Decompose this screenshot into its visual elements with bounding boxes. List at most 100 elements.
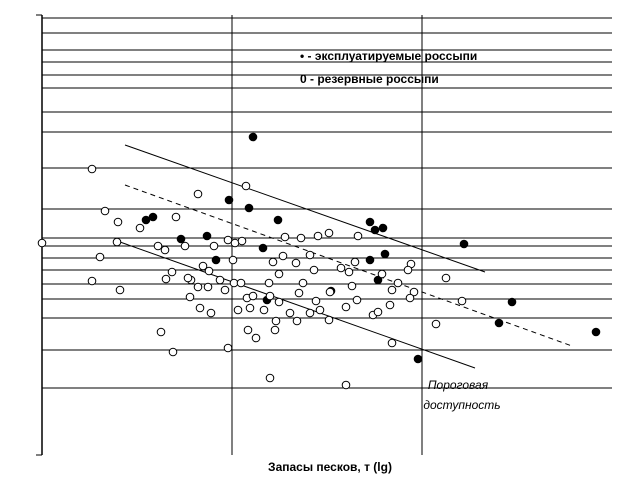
data-point [413,354,423,364]
data-point [268,257,278,267]
data-point [313,231,323,241]
data-point [258,243,268,253]
legend-entry: • - эксплуатируемые россыпи [300,49,477,63]
data-point [292,316,302,326]
data-point [305,308,315,318]
data-point [341,380,351,390]
data-point [37,238,47,248]
data-point [385,300,395,310]
data-point [280,232,290,242]
data-point [350,257,360,267]
data-point [274,269,284,279]
data-point [380,249,390,259]
data-point [211,255,221,265]
data-point [341,302,351,312]
data-point [202,231,212,241]
data-point [100,206,110,216]
data-point [203,282,213,292]
data-point [193,282,203,292]
data-point [387,285,397,295]
data-point [229,278,239,288]
data-point [494,318,504,328]
data-point [259,305,269,315]
data-point [112,237,122,247]
data-point [274,297,284,307]
data-point [148,212,158,222]
data-point [294,288,304,298]
data-point [160,245,170,255]
data-point [409,287,419,297]
data-point [204,266,214,276]
data-point [113,217,123,227]
data-point [387,338,397,348]
data-point [153,241,163,251]
data-point [265,373,275,383]
trend-line [124,184,573,347]
data-point [183,273,193,283]
data-point [87,276,97,286]
data-point [459,239,469,249]
data-point [224,195,234,205]
data-point [591,327,601,337]
data-point [353,231,363,241]
data-point [378,223,388,233]
data-point [209,241,219,251]
data-point [248,291,258,301]
data-point [168,347,178,357]
data-point [171,212,181,222]
data-point [393,278,403,288]
data-point [243,325,253,335]
data-point [195,303,205,313]
data-point [370,225,380,235]
data-point [315,305,325,315]
data-point [273,215,283,225]
data-point [291,258,301,268]
data-point [265,291,275,301]
data-point [405,293,415,303]
data-point [298,278,308,288]
data-point [223,343,233,353]
data-point [324,315,334,325]
data-point [156,327,166,337]
data-point [251,333,261,343]
annotation: доступность [423,398,500,412]
data-point [373,275,383,285]
data-point [198,261,208,271]
data-point [135,223,145,233]
data-point [236,278,246,288]
data-point [228,255,238,265]
data-point [95,252,105,262]
trend-line [124,144,486,273]
data-point [324,228,334,238]
data-point [230,238,240,248]
data-point [115,285,125,295]
data-point [325,287,335,297]
data-point [223,235,233,245]
legend-entry: 0 - резервные россыпи [300,72,439,86]
data-point [365,255,375,265]
trend-line [119,241,476,369]
annotation: Пороговая [428,378,489,392]
data-point [431,319,441,329]
data-point [215,275,225,285]
data-point [87,164,97,174]
x-axis-label: Запасы песков, т (lg) [268,460,392,474]
data-point [237,236,247,246]
data-point [233,305,243,315]
data-point [457,296,467,306]
data-point [309,265,319,275]
data-point [206,308,216,318]
data-point [336,263,346,273]
data-point [311,296,321,306]
data-point [296,233,306,243]
data-point [441,273,451,283]
data-point [248,132,258,142]
data-point [352,295,362,305]
data-point [305,250,315,260]
data-point [347,281,357,291]
data-point [365,217,375,227]
data-point [220,285,230,295]
data-point [167,267,177,277]
data-point [141,215,151,225]
